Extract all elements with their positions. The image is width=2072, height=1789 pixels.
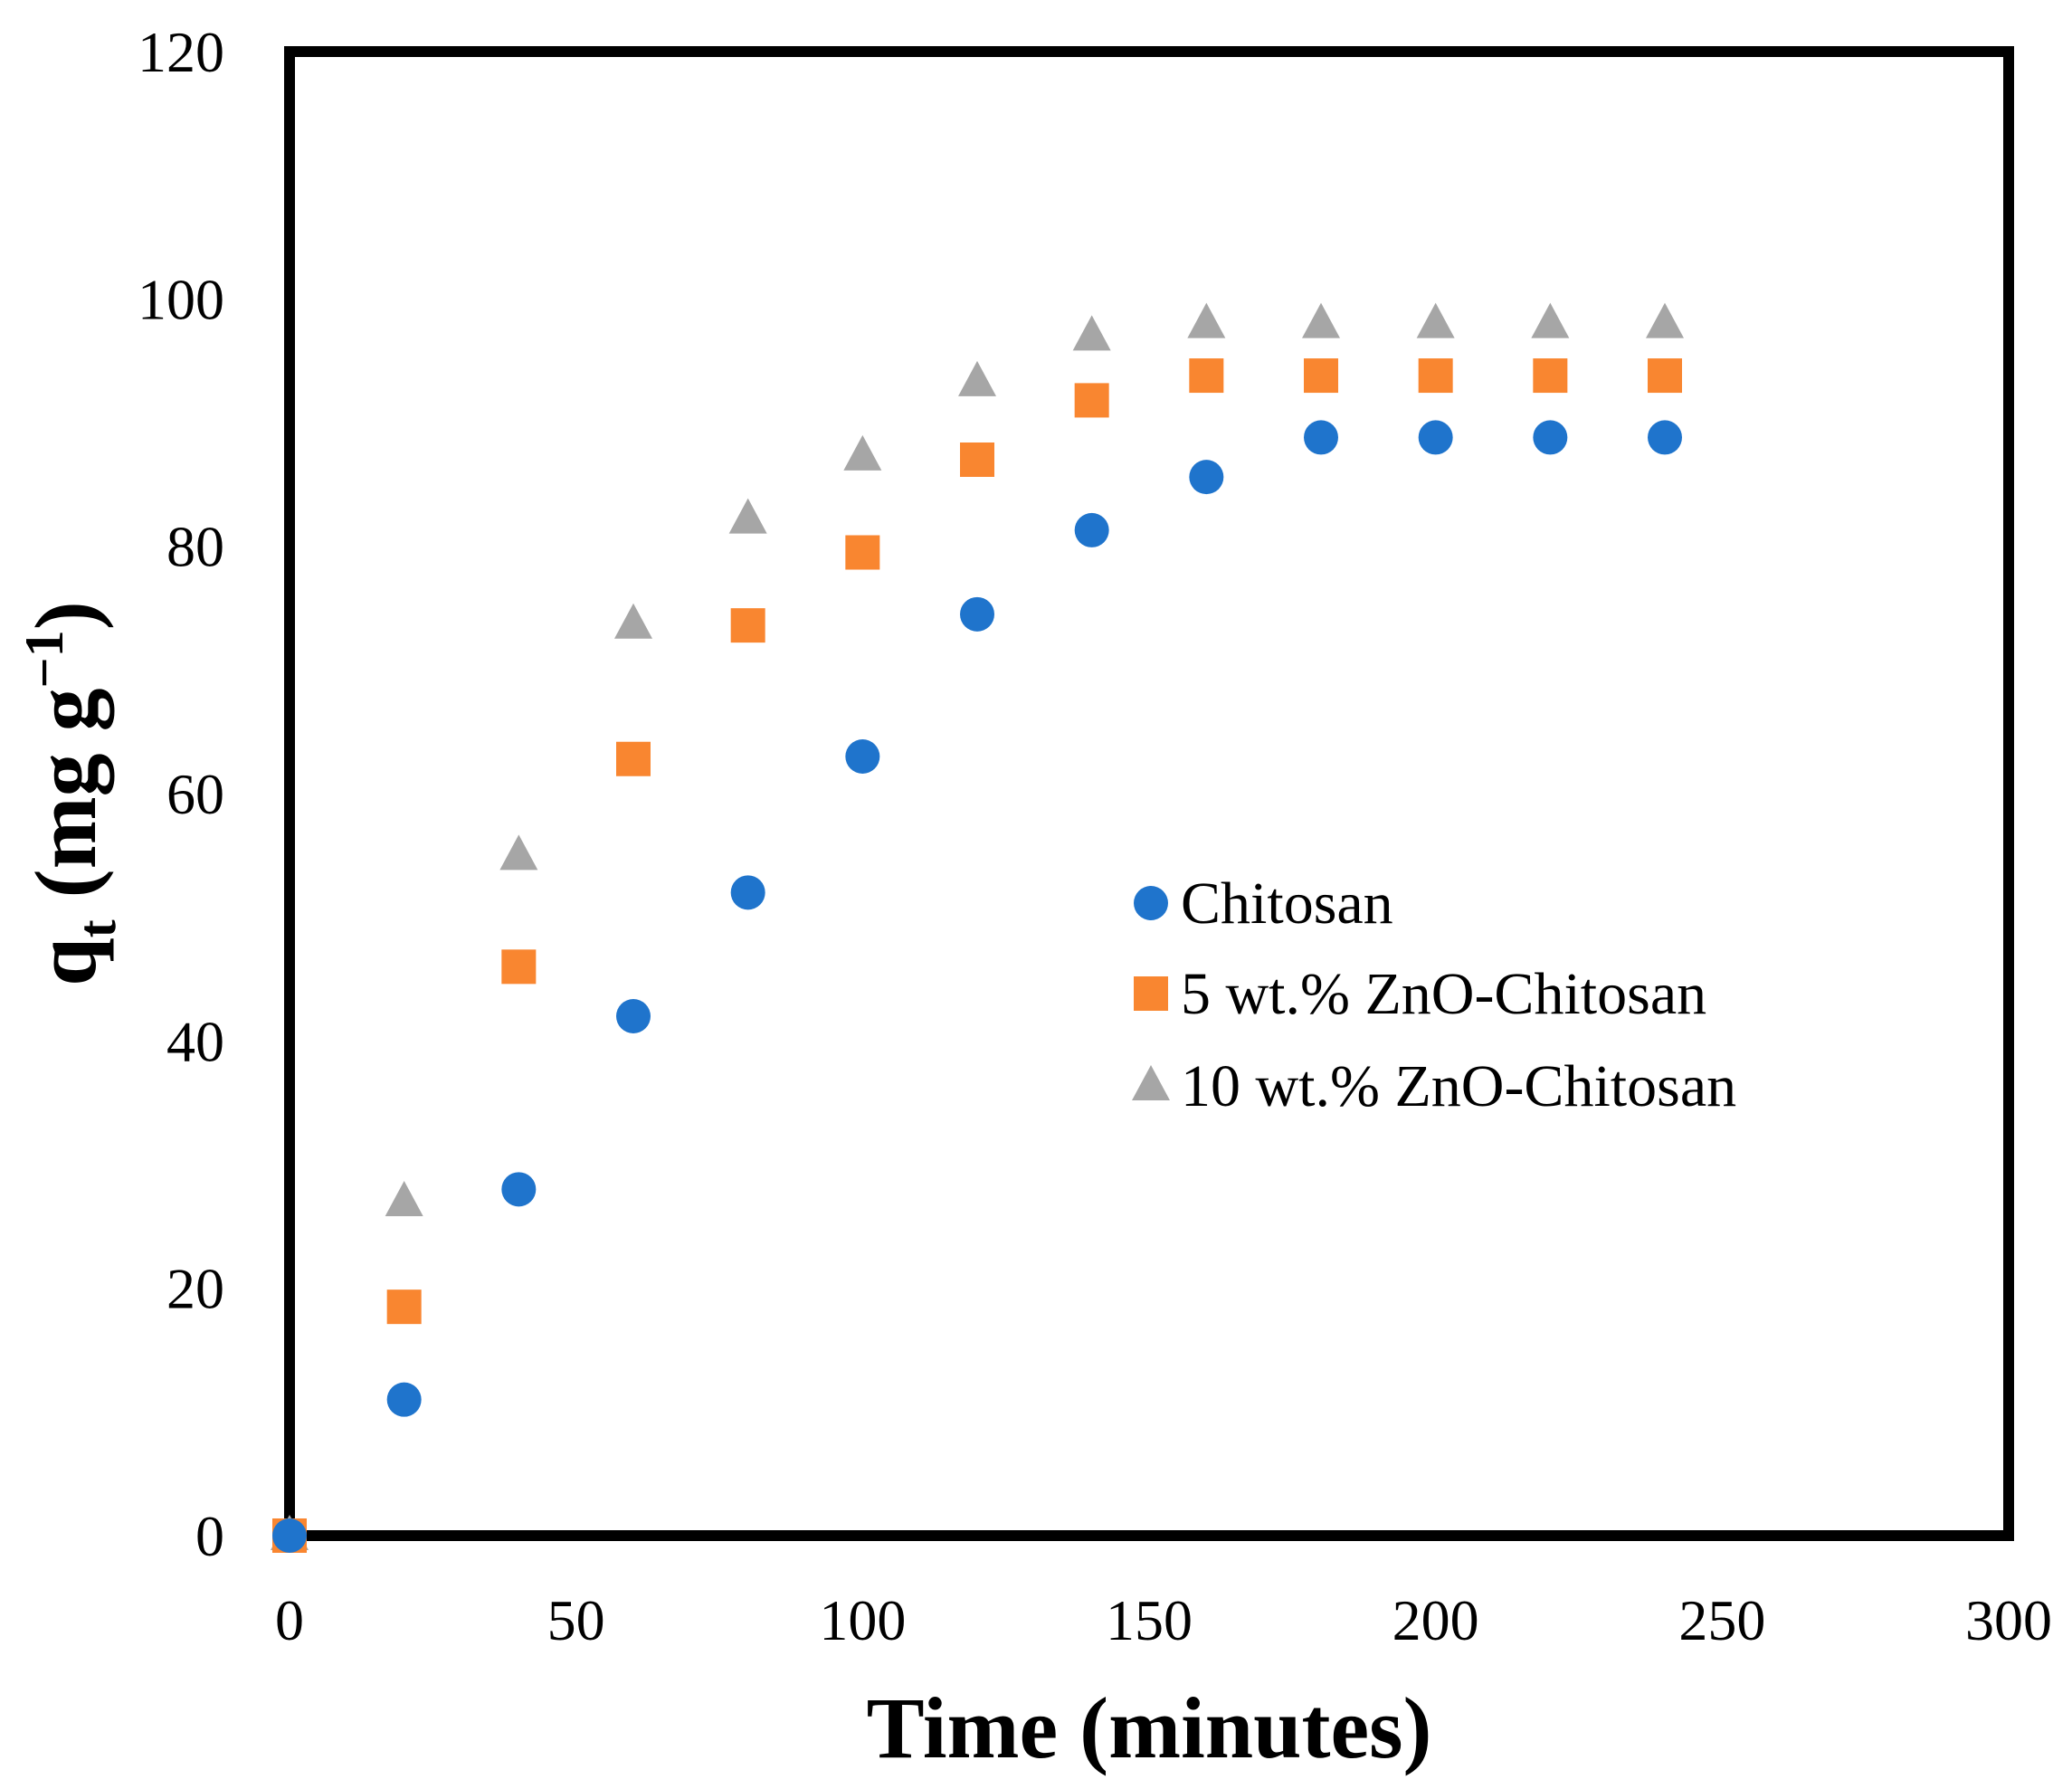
data-point xyxy=(616,741,651,776)
data-point xyxy=(272,1518,307,1553)
x-tick-label: 100 xyxy=(819,1588,906,1652)
y-tick-label: 80 xyxy=(166,515,224,579)
data-point xyxy=(499,834,538,871)
legend: Chitosan 5 wt.% ZnO-Chitosan 10 wt.% ZnO-C… xyxy=(1132,871,1736,1119)
y-tick-label: 20 xyxy=(166,1257,224,1321)
data-point xyxy=(1304,358,1338,394)
legend-label: 10 wt.% ZnO-Chitosan xyxy=(1181,1053,1736,1119)
x-tick-label: 0 xyxy=(275,1588,304,1652)
data-point xyxy=(1074,383,1109,418)
data-point xyxy=(1531,302,1570,338)
legend-marker-circle xyxy=(1134,886,1168,920)
x-axis-title: Time (minutes) xyxy=(867,1680,1432,1776)
data-point xyxy=(1189,460,1224,495)
data-point xyxy=(958,360,996,396)
x-tick-label: 150 xyxy=(1106,1588,1193,1652)
data-point xyxy=(960,442,994,477)
data-points xyxy=(271,302,1684,1553)
data-point xyxy=(730,875,765,910)
data-point xyxy=(960,596,994,632)
data-point xyxy=(614,603,652,639)
data-point xyxy=(385,1181,423,1216)
y-tick-label: 100 xyxy=(138,267,224,331)
data-point xyxy=(1648,358,1682,394)
data-point xyxy=(1189,358,1224,394)
series-circle xyxy=(272,420,1682,1553)
legend-label: 5 wt.% ZnO-Chitosan xyxy=(1181,961,1706,1027)
y-axis-title-unit: (mg g xyxy=(17,688,114,919)
y-axis-title-base: q xyxy=(17,937,114,985)
data-point xyxy=(1187,302,1226,338)
data-point xyxy=(1533,358,1568,394)
legend-label: Chitosan xyxy=(1181,871,1393,937)
y-axis-title-unit-exponent: −1 xyxy=(14,630,74,688)
data-point xyxy=(1416,302,1455,338)
data-point xyxy=(1072,315,1111,351)
y-tick-label: 120 xyxy=(138,20,224,84)
x-tick-label: 300 xyxy=(1965,1588,2052,1652)
data-point xyxy=(501,1172,537,1207)
data-point xyxy=(386,1382,422,1417)
y-tick-label: 40 xyxy=(166,1009,224,1073)
data-point xyxy=(1646,302,1684,338)
data-point xyxy=(386,1289,422,1325)
data-point xyxy=(1533,420,1568,455)
legend-marker-square xyxy=(1134,976,1168,1011)
series-triangle xyxy=(271,302,1684,1550)
y-axis-title-subscript: t xyxy=(67,919,127,937)
plot-area-frame xyxy=(284,46,2014,1541)
data-point xyxy=(1418,420,1453,455)
x-tick-label: 250 xyxy=(1678,1588,1765,1652)
x-tick-label: 200 xyxy=(1392,1588,1479,1652)
y-tick-label: 60 xyxy=(166,762,224,826)
data-point xyxy=(1648,420,1682,455)
data-point xyxy=(616,999,651,1033)
data-point xyxy=(1418,358,1453,394)
data-point xyxy=(845,535,880,570)
data-point xyxy=(1074,512,1109,547)
y-tick-labels: 0 20 40 60 80 100 120 xyxy=(138,20,224,1568)
x-tick-labels: 0 50 100 150 200 250 300 xyxy=(275,1588,2052,1652)
data-point xyxy=(843,434,882,471)
y-axis-title-unit-close: ) xyxy=(17,601,114,630)
y-tick-label: 0 xyxy=(195,1504,224,1568)
data-point xyxy=(1302,302,1340,338)
y-axis-title: qt (mg g−1) xyxy=(14,601,127,985)
legend-marker-triangle xyxy=(1132,1065,1170,1100)
x-tick-label: 50 xyxy=(547,1588,605,1652)
data-point xyxy=(730,608,765,643)
data-point xyxy=(501,949,537,985)
data-point xyxy=(1304,420,1338,455)
data-point xyxy=(728,498,767,534)
data-point xyxy=(845,739,880,774)
